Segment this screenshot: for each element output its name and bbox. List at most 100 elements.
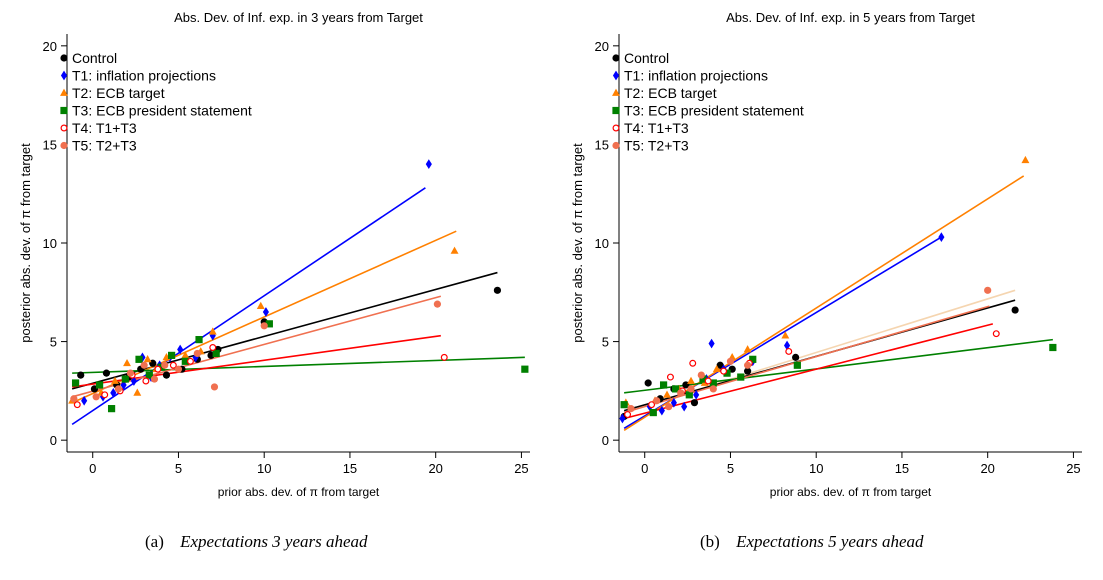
chart-b-point-control [744, 367, 752, 375]
chart-a-point-t5 [92, 393, 100, 401]
chart-a-legend-label-t5: T5: T2+T3 [72, 138, 137, 154]
chart-a-point-t5 [140, 361, 148, 369]
chart-b-legend-marker-t1 [612, 70, 620, 81]
chart-b-y-label: posterior abs. dev. of π from target [570, 143, 585, 343]
chart-a-series-t1 [81, 159, 432, 406]
caption-b-text: Expectations 5 years ahead [736, 532, 924, 551]
chart-a-y-label: posterior abs. dev. of π from target [18, 143, 33, 343]
chart-a-legend-label-t2: T2: ECB target [72, 85, 165, 101]
chart-a-point-t4 [440, 353, 448, 361]
chart-b-point-t1 [783, 340, 791, 351]
chart-b-legend-label-t3: T3: ECB president statement [624, 103, 804, 119]
chart-b-legend-marker-t3 [612, 106, 620, 115]
chart-b-point-t3 [685, 391, 693, 399]
chart-a-y-tick-label: 5 [50, 335, 57, 350]
chart-b-point-control [792, 353, 800, 361]
chart-a-point-t3 [135, 355, 143, 363]
chart-b-x-tick-label: 0 [641, 461, 648, 476]
chart-a-fit-line-t1 [71, 187, 426, 426]
chart-b: Abs. Dev. of Inf. exp. in 5 years from T… [570, 10, 1082, 499]
chart-a-point-t5 [433, 300, 441, 308]
chart-a-legend-marker-t1 [60, 70, 68, 81]
chart-a-point-t3 [71, 379, 80, 387]
chart-a-fit-lines [71, 187, 525, 426]
chart-a-point-t1 [110, 387, 117, 398]
chart-b-point-t1 [619, 413, 626, 424]
chart-a-point-t2 [123, 358, 131, 367]
chart-a-point-t3 [521, 365, 529, 373]
chart-a-point-t3 [107, 405, 116, 413]
chart-b-y-tick-label: 0 [602, 433, 609, 448]
chart-a-point-t1 [262, 307, 269, 317]
chart-b-point-t5 [709, 385, 717, 393]
chart-b-point-t3 [749, 355, 757, 363]
chart-a-title: Abs. Dev. of Inf. exp. in 3 years from T… [174, 10, 423, 25]
chart-b-point-t5 [744, 361, 752, 369]
chart-b-point-t2 [743, 345, 752, 353]
chart-a-x-tick-label: 20 [428, 461, 442, 476]
chart-b-legend-label-t1: T1: inflation projections [624, 68, 768, 84]
chart-b-y-tick-label: 20 [595, 39, 609, 54]
chart-b-point-t4 [704, 377, 712, 385]
chart-b-series-control [620, 306, 1019, 421]
chart-a-y-tick-label: 0 [50, 433, 57, 448]
chart-a-point-t3 [168, 351, 176, 359]
chart-panel-a: Abs. Dev. of Inf. exp. in 3 years from T… [0, 0, 551, 580]
chart-a-fit-line-t2 [71, 230, 457, 404]
chart-a-point-t4 [101, 391, 109, 399]
chart-b-y-tick-label: 15 [595, 137, 609, 152]
chart-b-point-t2 [712, 364, 721, 373]
chart-a-point-t4 [73, 401, 81, 409]
chart-b-point-t4 [666, 373, 674, 381]
chart-b-point-t3 [659, 381, 668, 389]
chart-a-legend-marker-t4 [60, 124, 68, 132]
chart-b-x-label: prior abs. dev. of π from target [770, 485, 932, 499]
chart-a-legend-marker-t3 [60, 106, 68, 115]
chart-b-point-t2 [687, 376, 695, 384]
chart-b-point-t5 [687, 385, 695, 393]
caption-a-label: (a) [145, 532, 164, 551]
chart-b-point-t5 [726, 357, 735, 365]
chart-a-point-t3 [95, 381, 104, 389]
chart-b-x-tick-label: 25 [1066, 461, 1080, 476]
chart-panel-b: Abs. Dev. of Inf. exp. in 5 years from T… [552, 0, 1103, 580]
chart-b-point-t1 [708, 338, 715, 349]
chart-b-series-t5 [627, 286, 992, 413]
caption-a: (a) Expectations 3 years ahead [145, 532, 368, 552]
chart-a-point-control [102, 369, 111, 377]
chart-a-point-t5 [174, 365, 183, 373]
chart-a-point-t2 [256, 301, 265, 309]
chart-b-legend-marker-t4 [612, 124, 620, 132]
chart-b-point-t4 [720, 367, 728, 375]
chart-b-y-tick-label: 10 [595, 236, 609, 251]
chart-a-point-t5 [126, 369, 135, 377]
chart-a-y-tick-label: 10 [43, 236, 57, 251]
chart-b-x-tick-label: 15 [895, 461, 909, 476]
chart-a-point-t3 [157, 363, 165, 371]
chart-a-point-t5 [150, 375, 159, 383]
chart-b-point-t3 [793, 361, 801, 369]
chart-b-point-t4 [624, 411, 632, 419]
chart-a-legend-label-control: Control [72, 50, 117, 66]
chart-a-legend-marker-t2 [60, 88, 68, 96]
chart-b-x-tick-label: 5 [727, 461, 734, 476]
chart-b-fit-line-t4 [623, 323, 994, 420]
chart-a-legend-label-t4: T4: T1+T3 [72, 120, 137, 136]
caption-b-label: (b) [700, 532, 720, 551]
chart-b-point-t5 [697, 371, 705, 379]
chart-a-x-label: prior abs. dev. of π from target [218, 485, 380, 499]
chart-a-x-tick-label: 5 [175, 461, 182, 476]
chart-a-point-t3 [145, 371, 153, 379]
chart-b-title: Abs. Dev. of Inf. exp. in 5 years from T… [726, 10, 975, 25]
chart-b-point-t4 [648, 401, 656, 409]
chart-a-fit-line-t3 [72, 356, 525, 374]
chart-b-legend-marker-t2 [612, 88, 620, 96]
chart-b-point-t3 [737, 373, 745, 381]
chart-a-point-t3 [265, 320, 273, 328]
chart-b-point-t4 [992, 330, 1000, 338]
chart-b-series-t4 [624, 330, 1000, 419]
chart-a-point-t3 [195, 336, 203, 344]
chart-b-legend-label-control: Control [624, 50, 669, 66]
chart-a-x-tick-label: 25 [514, 461, 528, 476]
